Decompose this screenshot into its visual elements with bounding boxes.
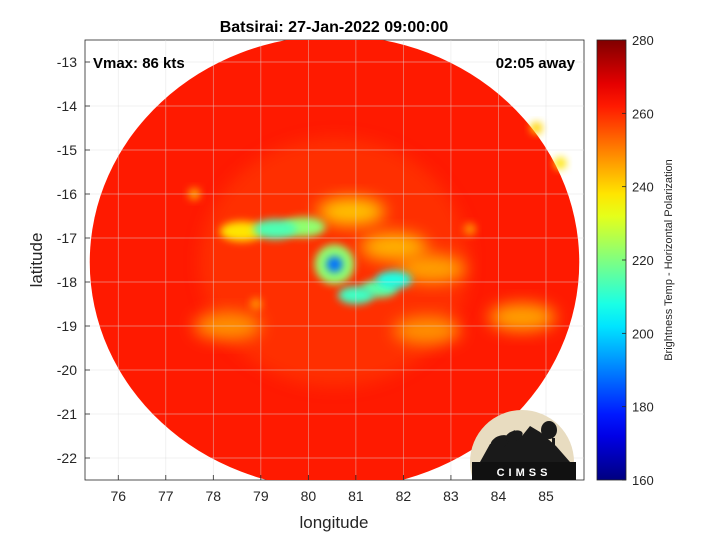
x-tick-label: 83	[443, 488, 459, 504]
y-axis-label: latitude	[27, 233, 46, 288]
colorbar-tick-label: 280	[632, 33, 654, 48]
y-tick-label: -15	[57, 142, 77, 158]
x-tick-label: 78	[206, 488, 222, 504]
cimss-logo: CIMSS	[470, 410, 576, 480]
colorbar-ticks: 160 180 200 220 240 260 280	[622, 33, 654, 488]
grid-layer	[85, 40, 584, 480]
y-tick-label: -22	[57, 450, 77, 466]
y-tick-label: -18	[57, 274, 77, 290]
chart-title: Batsirai: 27-Jan-2022 09:00:00	[220, 19, 449, 36]
feature-southern-band	[375, 270, 412, 289]
x-tick-label: 81	[348, 488, 364, 504]
y-axis: -13 -14 -15 -16 -17 -18 -19 -20 -21 -22	[57, 54, 90, 466]
cimss-logo-text: CIMSS	[497, 467, 552, 479]
feature-scattered-cell	[463, 223, 476, 236]
feature-western-band-tail	[219, 221, 264, 242]
feature-western-band-core	[253, 219, 298, 240]
colorbar	[596, 39, 627, 481]
feature-outer-arc	[317, 197, 385, 226]
colorbar-tick-label: 220	[632, 253, 654, 268]
y-tick-label: -21	[57, 406, 77, 422]
feature-eye	[326, 256, 343, 273]
colorbar-tick-label: 160	[632, 473, 654, 488]
y-tick-label: -13	[57, 54, 77, 70]
x-tick-label: 76	[110, 488, 126, 504]
x-tick-label: 84	[491, 488, 507, 504]
x-tick-label: 80	[301, 488, 317, 504]
y-tick-label: -14	[57, 98, 77, 114]
y-tick-label: -16	[57, 186, 77, 202]
feature-scattered-cell	[530, 122, 543, 134]
colorbar-label: Brightness Temp - Horizontal Polarizatio…	[663, 159, 675, 361]
x-axis: 76 77 78 79 80 81 82 83 84 85	[110, 475, 554, 504]
feature-scattered-cell	[554, 157, 567, 170]
feature-outer-arc	[360, 232, 428, 261]
colorbar-tick-label: 240	[632, 180, 654, 195]
y-tick-label: -17	[57, 230, 77, 246]
feature-outer-band	[488, 303, 556, 332]
colorbar-tick-label: 260	[632, 106, 654, 121]
x-tick-label: 82	[396, 488, 412, 504]
y-tick-label: -20	[57, 362, 77, 378]
feature-outer-band	[393, 316, 461, 345]
vmax-annotation: Vmax: 86 kts	[93, 55, 185, 72]
time-offset-annotation: 02:05 away	[496, 55, 576, 72]
colorbar-tick-label: 180	[632, 400, 654, 415]
feature-outer-arc	[398, 254, 466, 283]
feature-scattered-cell	[250, 298, 263, 310]
x-tick-label: 77	[158, 488, 174, 504]
colorbar-tick-label: 200	[632, 326, 654, 341]
x-axis-label: longitude	[299, 513, 368, 532]
y-tick-label: -19	[57, 318, 77, 334]
x-tick-label: 85	[538, 488, 554, 504]
x-tick-label: 79	[253, 488, 269, 504]
